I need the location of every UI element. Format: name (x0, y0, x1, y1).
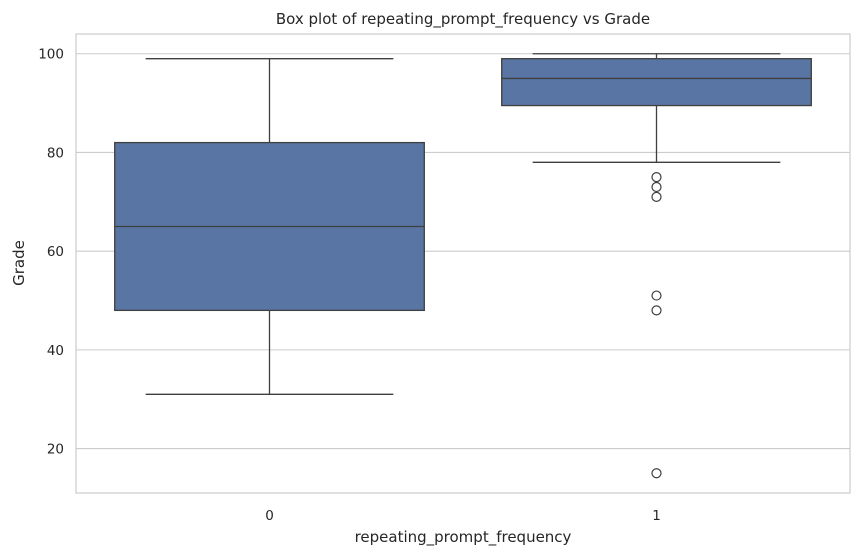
outlier-point (651, 181, 662, 193)
box-group-0 (114, 58, 425, 395)
iqr-box (501, 58, 812, 107)
outlier-point (651, 191, 662, 202)
outlier-point (651, 172, 662, 183)
outlier-point (651, 305, 662, 316)
y-tick-label-40: 40 (47, 343, 64, 359)
outlier-point (651, 290, 662, 301)
x-tick-label-0: 0 (265, 508, 274, 524)
y-tick-label-80: 80 (47, 145, 64, 161)
x-axis-label: repeating_prompt_frequency (355, 528, 572, 547)
y-tick-label-20: 20 (47, 442, 64, 458)
x-tick-label-1: 1 (652, 508, 661, 524)
chart-title: Box plot of repeating_prompt_frequency v… (276, 10, 650, 29)
boxes (114, 53, 812, 479)
y-tick-labels: 20 40 60 80 100 (38, 47, 64, 458)
y-axis-label: Grade (10, 240, 28, 286)
y-tick-label-60: 60 (47, 244, 64, 260)
plot-frame (75, 33, 851, 494)
outlier-point (651, 468, 662, 479)
y-tick-label-100: 100 (38, 47, 64, 63)
box-group-1 (501, 53, 812, 479)
